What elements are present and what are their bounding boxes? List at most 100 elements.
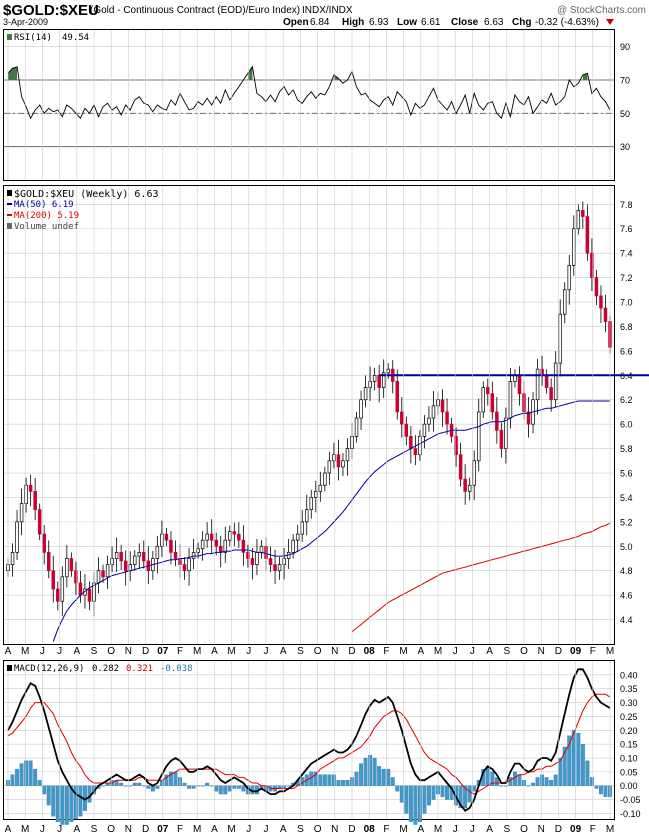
x-tick-label: M [606, 646, 614, 657]
x-tick-label: O [520, 824, 528, 835]
macd-histogram-bar [28, 760, 33, 786]
price-legend-swatch [7, 190, 12, 196]
candle-body [123, 560, 128, 572]
macd-line [7, 668, 611, 812]
candle-body [218, 545, 223, 553]
macd-histogram-bar [173, 771, 178, 786]
chg-value: -0.32 (-4.63%) [535, 17, 599, 28]
macd-histogram-bar [169, 771, 173, 786]
x-tick-label: S [297, 824, 304, 835]
price-tick-label: 5.0 [620, 542, 633, 552]
candle-body [467, 484, 472, 492]
macd-histogram-bar [549, 780, 554, 786]
x-tick-label: S [91, 824, 98, 835]
candle-body [110, 558, 114, 565]
macd-histogram-bar [603, 785, 608, 797]
x-tick-label: 08 [364, 646, 376, 657]
x-tick-label: N [331, 824, 338, 835]
macd-tick-label: 0.20 [620, 726, 638, 736]
x-tick-label: M [399, 824, 407, 835]
x-tick-label: D [555, 824, 562, 835]
candle-body [517, 374, 522, 394]
candle-body [476, 411, 481, 462]
candle-body [169, 539, 173, 553]
rsi-tick-label: 70 [620, 76, 630, 86]
macd-histogram-bar [567, 735, 572, 786]
candle-body [160, 533, 164, 547]
macd-histogram-bar [309, 771, 314, 786]
x-tick-label: A [211, 646, 218, 657]
candle-body [101, 570, 105, 578]
candle-body [196, 548, 200, 553]
candle-body [42, 533, 46, 553]
candle-body [404, 423, 409, 437]
x-tick-label: O [314, 646, 322, 657]
macd-histogram-bar [589, 777, 594, 786]
macd-histogram-bar [132, 782, 137, 786]
candle-body [255, 552, 259, 565]
candle-body [155, 545, 160, 559]
candle-body [19, 503, 24, 523]
price-tick-label: 6.0 [620, 420, 633, 430]
candle-body [15, 521, 19, 553]
candle-body [291, 539, 295, 553]
candle-body [132, 555, 137, 565]
candle-body [309, 497, 314, 511]
ma200-label: MA(200) 5.19 [14, 211, 79, 221]
macd-histogram-bar [467, 785, 472, 803]
x-tick-label: A [486, 646, 493, 657]
macd-histogram-bar [101, 785, 105, 787]
x-tick-label: D [348, 646, 355, 657]
x-tick-label: O [520, 646, 528, 657]
rsi-tick-label: 50 [620, 109, 630, 119]
macd-histogram-bar [331, 774, 336, 786]
macd-tick-label: 0.40 [620, 670, 638, 680]
price-tick-label: 5.6 [620, 469, 633, 479]
macd-histogram-bar [15, 768, 19, 786]
candle-body [576, 210, 581, 230]
macd-histogram-bar [599, 785, 603, 795]
candle-body [318, 484, 323, 492]
candle-body [246, 552, 250, 559]
candle-body [431, 405, 436, 419]
x-tick-label: J [470, 824, 475, 835]
macd-histogram-bar [322, 774, 327, 786]
x-tick-label: J [246, 646, 251, 657]
x-tick-label: 09 [570, 646, 582, 657]
macd-tick-label: 0.30 [620, 698, 638, 708]
high-value: 6.93 [369, 17, 389, 28]
macd-histogram-bar [445, 785, 449, 800]
candle-body [277, 564, 282, 572]
x-tick-label: O [107, 824, 115, 835]
x-tick-label: M [193, 824, 201, 835]
candle-body [74, 570, 78, 584]
macd-histogram-bar [440, 785, 445, 797]
macd-tick-label: 0.00 [620, 781, 638, 791]
candle-body [28, 484, 33, 492]
candle-body [400, 411, 404, 425]
candle-body [454, 436, 458, 456]
x-tick-label: M [193, 646, 201, 657]
candle-body [65, 558, 69, 578]
x-tick-label: J [57, 824, 62, 835]
candle-body [241, 539, 246, 553]
macd-histogram-bar [137, 782, 142, 786]
macd-histogram-bar [408, 785, 413, 822]
macd-legend-swatch [7, 665, 12, 671]
macd-histogram-bar [141, 785, 146, 787]
candle-body [300, 521, 304, 535]
candle-body [282, 558, 286, 565]
candle-body [581, 210, 585, 217]
open-label: Open [283, 17, 309, 28]
volume-label: Volume undef [14, 222, 79, 232]
x-tick-label: S [503, 824, 510, 835]
macd-label: MACD(12,26,9) [14, 664, 84, 674]
x-tick-label: F [177, 646, 183, 657]
candle-body [495, 411, 499, 431]
x-tick-label: J [453, 824, 458, 835]
macd-histogram-bar [155, 785, 160, 789]
macd-histogram-bar [196, 785, 201, 787]
candle-body [46, 552, 51, 572]
candle-body [567, 265, 572, 291]
macd-histogram-bar [73, 785, 78, 820]
